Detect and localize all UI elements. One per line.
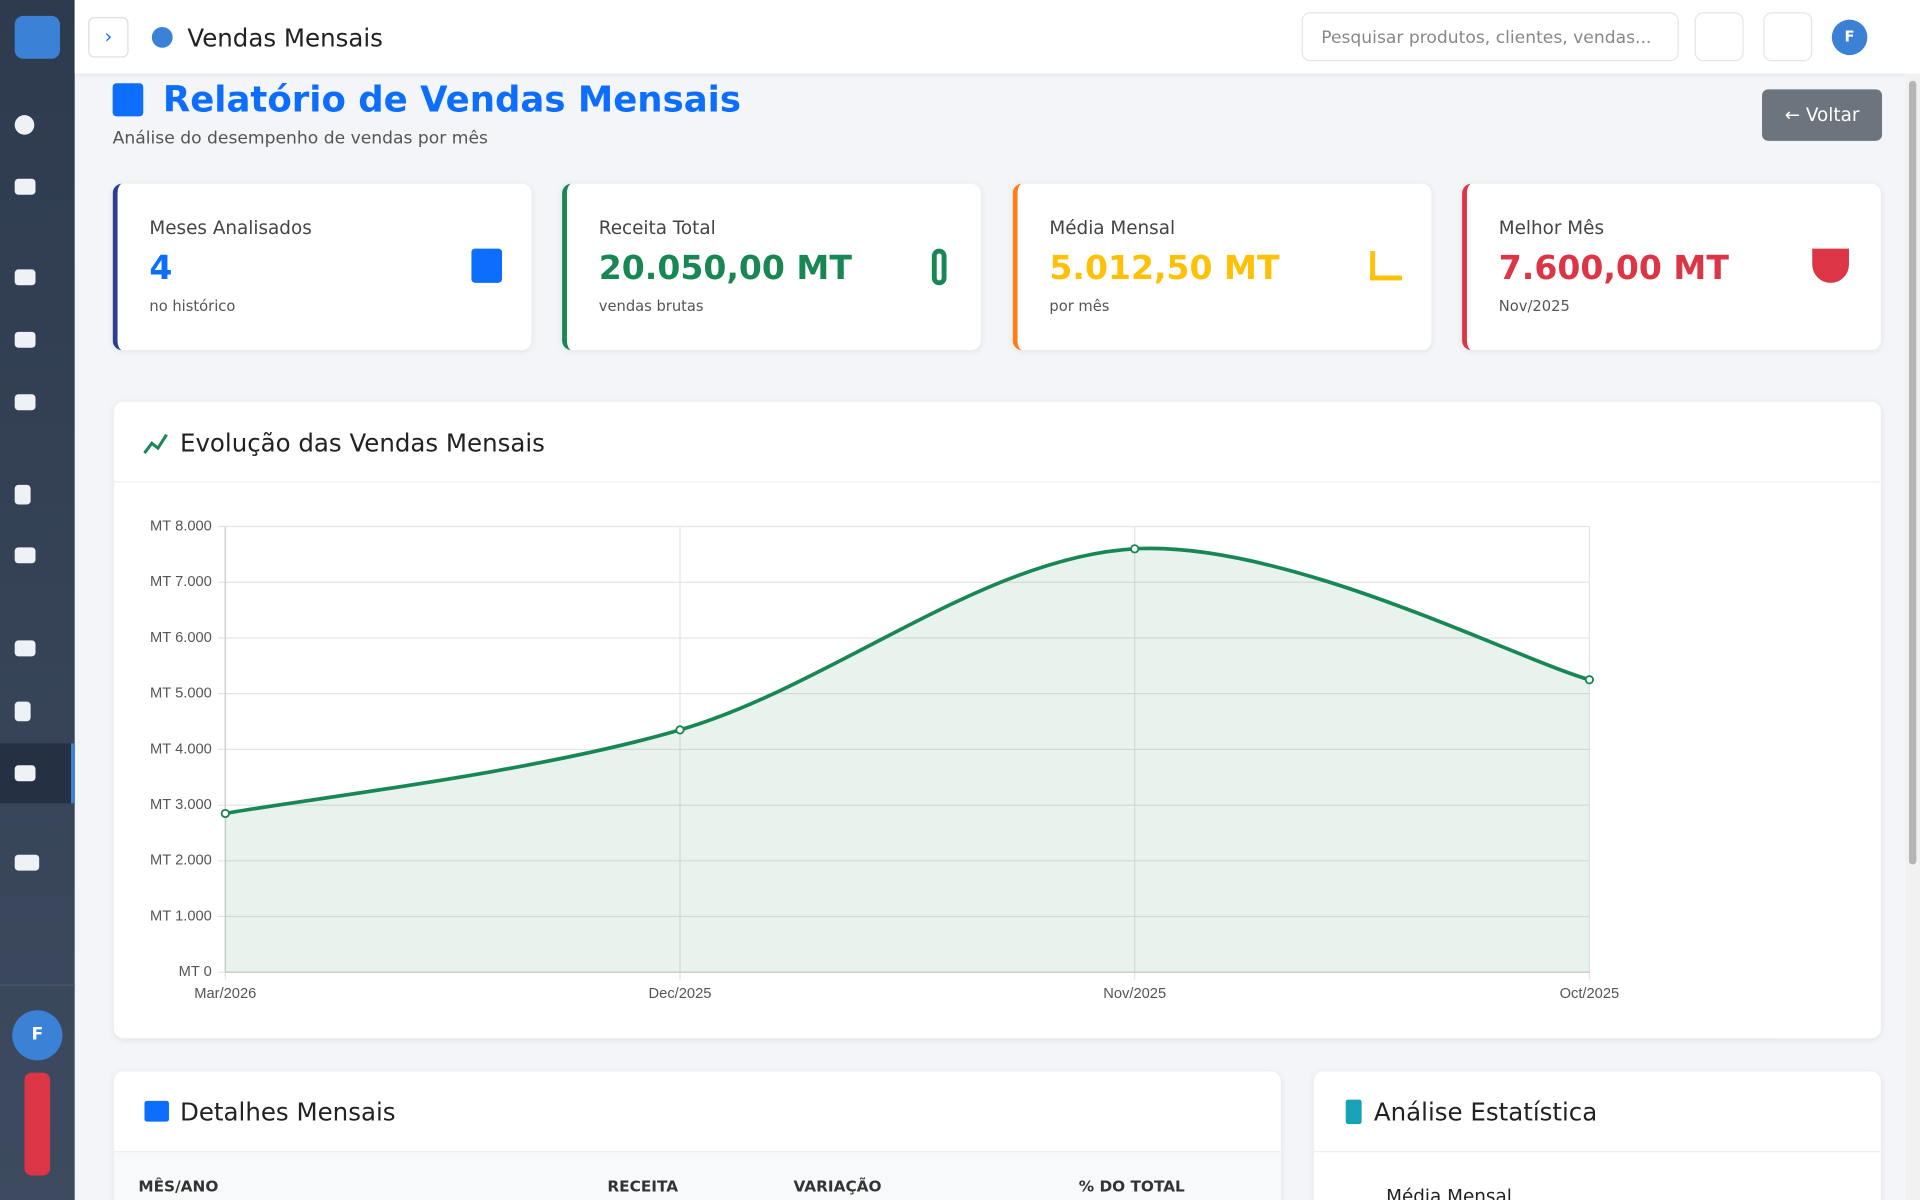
stat-value: 5.012,50 MT (1049, 249, 1280, 288)
column-header: VARIAÇÃO (793, 1176, 882, 1196)
x-tick-label: Nov/2025 (1103, 986, 1166, 1002)
stat-label: Melhor Mês (1498, 216, 1605, 239)
details-title: Detalhes Mensais (180, 1097, 396, 1127)
divider (113, 481, 1881, 483)
stat-value: 20.050,00 MT (598, 249, 852, 288)
y-tick-label: MT 5.000 (150, 686, 212, 702)
nav-icon[interactable] (14, 854, 40, 871)
calculator-icon (1345, 1099, 1362, 1125)
scrollbar[interactable] (1905, 73, 1920, 1200)
y-tick-label: MT 3.000 (150, 797, 212, 813)
avatar[interactable]: F (1831, 19, 1868, 56)
top-bar: › Vendas Mensais Pesquisar produtos, cli… (74, 0, 1920, 74)
line (224, 546, 1590, 816)
logout-button[interactable] (24, 1072, 51, 1176)
area (225, 548, 1590, 973)
stat-icon (1812, 248, 1849, 283)
stat-value: 4 (149, 249, 173, 288)
nav-icon[interactable] (14, 394, 36, 411)
y-tick-label: MT 1.000 (150, 908, 212, 924)
stat-note: vendas brutas (598, 297, 704, 315)
theme-button[interactable] (1763, 12, 1813, 62)
column-header: % DO TOTAL (1078, 1176, 1185, 1196)
stats-card: Análise Estatística Média Mensal (1313, 1071, 1881, 1200)
column-header: MÊS/ANO (138, 1176, 219, 1196)
nav-icon[interactable] (14, 547, 36, 564)
stat-label: Receita Total (598, 216, 716, 239)
point (1584, 675, 1594, 685)
nav-icon[interactable] (14, 178, 36, 195)
y-tick-label: MT 0 (179, 964, 212, 980)
stat-card: Média Mensal 5.012,50 MT por mês (1012, 183, 1432, 351)
details-card: Detalhes Mensais (113, 1071, 1281, 1200)
nav-icon[interactable] (14, 115, 35, 135)
chart-card: Evolução das Vendas Mensais MT 0 MT 1.000… (113, 401, 1881, 1039)
header-title: Vendas Mensais (187, 23, 383, 53)
divider (0, 984, 75, 986)
title-icon (151, 26, 173, 48)
y-tick-label: MT 2.000 (150, 853, 212, 869)
nav-icon (14, 765, 36, 782)
y-tick-label: MT 4.000 (150, 741, 212, 757)
nav-icon[interactable] (14, 269, 36, 286)
nav-icon[interactable] (14, 640, 36, 657)
toggle-button[interactable]: › (88, 17, 129, 58)
y-tick-label: MT 8.000 (150, 518, 212, 534)
stat-card: Receita Total 20.050,00 MT vendas brutas (562, 183, 981, 351)
stats-title: Análise Estatística (1373, 1097, 1598, 1127)
x-tick-label: Dec/2025 (649, 986, 712, 1002)
column-header: RECEITA (607, 1176, 679, 1196)
stat-icon (1370, 251, 1403, 281)
stat-icon (471, 248, 503, 283)
back-label: Voltar (1805, 104, 1860, 127)
stat-icon (931, 248, 947, 286)
x-tick-label: Oct/2025 (1560, 986, 1620, 1002)
nav-active[interactable] (0, 743, 75, 804)
line-chart: Evolução das Vendas Mensais MT 0 MT 1.000… (143, 428, 1620, 1002)
nav-icon[interactable] (14, 331, 36, 348)
sidebar: F (0, 0, 75, 1200)
chart-title: Evolução das Vendas Mensais (180, 428, 545, 457)
stat-card: Meses Analisados 4 no histórico (112, 183, 532, 351)
stats-item: Média Mensal (1386, 1185, 1512, 1200)
search-placeholder: Pesquisar produtos, clientes, vendas... (1321, 28, 1652, 48)
nav-icon[interactable] (14, 701, 31, 722)
calendar-icon (112, 83, 144, 117)
y-tick-label: MT 6.000 (150, 630, 212, 646)
stat-note: no histórico (149, 297, 236, 315)
table-icon (144, 1100, 169, 1122)
point (675, 725, 685, 735)
page-subtitle: Análise do desempenho de vendas por mês (112, 128, 488, 149)
search-box[interactable]: Pesquisar produtos, clientes, vendas... (1301, 12, 1679, 62)
notifications-button[interactable] (1694, 12, 1744, 62)
y-tick-label: MT 7.000 (150, 574, 212, 590)
avatar[interactable]: F (12, 1010, 63, 1061)
x-tick-label: Mar/2026 (194, 986, 256, 1002)
stat-label: Média Mensal (1049, 216, 1176, 239)
stat-card: Melhor Mês 7.600,00 MT Nov/2025 (1462, 183, 1881, 351)
chart-icon (143, 433, 168, 454)
stat-note: Nov/2025 (1498, 297, 1570, 315)
point (220, 808, 230, 819)
table-header (113, 1151, 1281, 1200)
divider (1313, 1151, 1881, 1153)
point (1130, 544, 1140, 554)
scroll-thumb[interactable] (1908, 80, 1917, 865)
page-title: Relatório de Vendas Mensais (162, 78, 742, 120)
logo[interactable] (14, 15, 60, 59)
stat-label: Meses Analisados (149, 216, 312, 239)
stat-value: 7.600,00 MT (1498, 249, 1729, 288)
nav-icon[interactable] (14, 484, 31, 505)
stat-note: por mês (1049, 297, 1110, 315)
back-button[interactable]: ← Voltar (1762, 89, 1883, 141)
